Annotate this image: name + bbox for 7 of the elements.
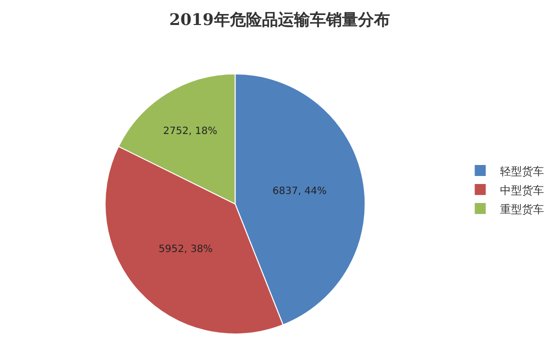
legend-label: 轻型货车 (500, 164, 544, 178)
chart-title: 2019年危险品运输车销量分布 (169, 10, 390, 29)
data-label: 2752, 18% (163, 126, 218, 138)
legend-label: 重型货车 (500, 202, 544, 216)
data-label: 5952, 38% (158, 244, 213, 256)
data-label: 6837, 44% (272, 186, 327, 198)
legend-label: 中型货车 (500, 184, 544, 197)
